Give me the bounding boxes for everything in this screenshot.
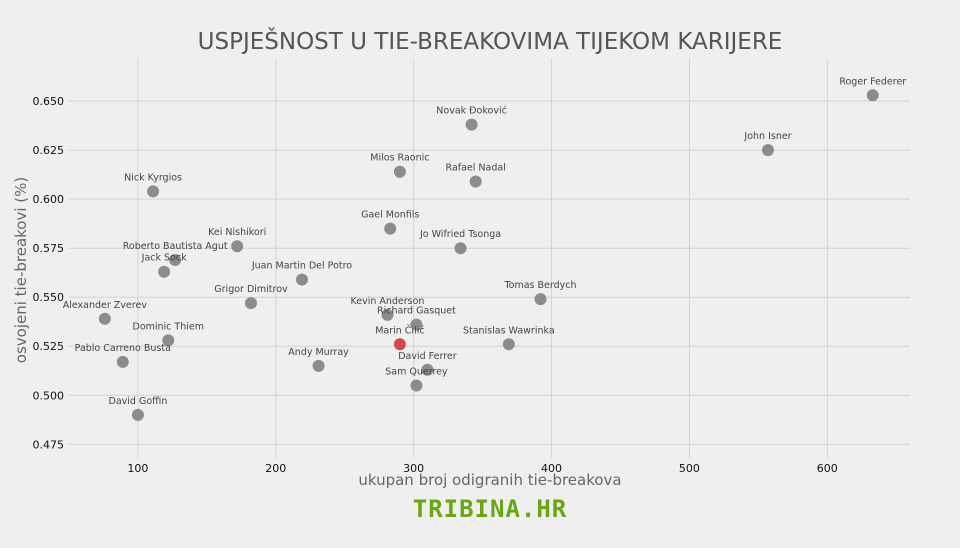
y-tick-label: 0.625 [33,144,65,157]
data-point-label: David Ferrer [398,351,457,362]
chart-title: USPJEŠNOST U TIE-BREAKOVIMA TIJEKOM KARI… [198,27,783,55]
x-axis-label: ukupan broj odigranih tie-breakova [358,471,621,489]
data-point-label: Kevin Anderson [350,296,424,307]
data-point-label: Stanislas Wawrinka [463,325,555,336]
data-point-label: Kei Nishikori [208,227,266,238]
data-point [421,363,434,376]
data-point [162,334,175,347]
data-point [410,379,423,392]
axis-ticks: 100 200 300 400 500 600 0.475 0.500 0.525 0.550 0.… [33,95,838,475]
data-point [295,273,308,286]
data-point [381,308,394,321]
data-point-label: Roberto Bautista Agut [123,241,228,252]
data-point-label: Milos Raonic [370,153,429,164]
y-tick-label: 0.500 [33,389,65,402]
data-point [393,165,406,178]
data-point [158,265,171,278]
data-point-label: Novak Đoković [436,106,507,117]
x-tick-label: 200 [265,462,286,475]
data-point-label: Dominic Thiem [133,321,205,332]
data-point-label: Tomas Berdych [503,280,576,291]
data-point [410,318,423,331]
x-tick-label: 600 [817,462,838,475]
data-point-label: David Goffin [109,396,168,407]
brand-logo-text: TRIBINA.HR [413,495,568,523]
x-tick-label: 400 [541,462,562,475]
x-tick-label: 300 [403,462,424,475]
y-tick-label: 0.575 [33,242,65,255]
data-point [761,144,774,157]
point-labels: Roger Federer Novak Đoković John Isner Milo… [63,76,907,407]
data-point [231,240,244,253]
data-point-label: Nick Kyrgios [124,172,182,183]
data-point [534,293,547,306]
data-point-label: Jack Sock [141,253,187,264]
data-point-highlighted [393,338,406,351]
data-point [312,359,325,372]
data-point-label: Sam Querrey [385,366,448,377]
data-point-label: Juan Martin Del Potro [251,261,352,272]
data-point [866,89,879,102]
data-point [454,242,467,255]
data-point [384,222,397,235]
x-tick-label: 100 [127,462,148,475]
data-point-label: John Isner [743,131,791,142]
data-point [131,408,144,421]
data-point-label: Rafael Nadal [446,163,506,174]
data-point [98,312,111,325]
y-axis-label: osvojeni tie-breakovi (%) [12,177,30,363]
data-point-label: Richard Gasquet [377,306,456,317]
data-point [147,185,160,198]
data-point-label: Roger Federer [839,76,906,87]
y-tick-label: 0.650 [33,95,65,108]
data-point [244,297,257,310]
data-points [98,89,879,421]
data-point [502,338,515,351]
data-point-label: Alexander Zverev [63,300,148,311]
y-tick-label: 0.475 [33,438,65,451]
y-tick-label: 0.525 [33,340,65,353]
grid [69,58,910,458]
data-point-label: Grigor Dimitrov [214,284,288,295]
data-point [116,355,129,368]
data-point-label: Gael Monfils [361,210,419,221]
data-point-label: Marin Čilić [375,324,424,336]
data-point [469,175,482,188]
y-tick-label: 0.550 [33,291,65,304]
data-point-label: Andy Murray [288,347,349,358]
data-point-label: Jo Wifried Tsonga [419,229,501,240]
data-point [465,118,478,131]
x-tick-label: 500 [679,462,700,475]
y-tick-label: 0.600 [33,193,65,206]
data-point [169,253,182,266]
data-point-label: Pablo Carreno Busta [75,343,171,354]
